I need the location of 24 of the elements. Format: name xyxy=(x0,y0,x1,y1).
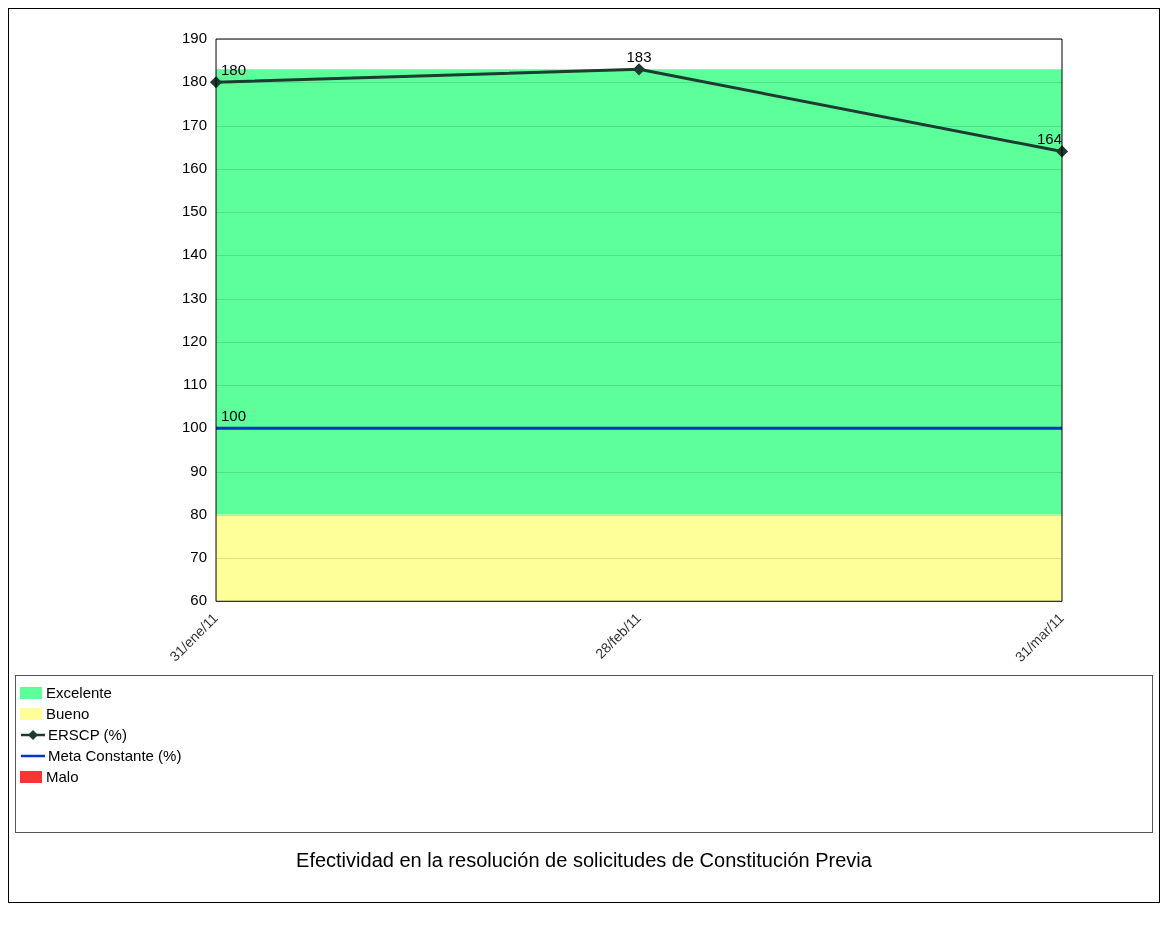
y-tick-label: 60 xyxy=(190,591,208,609)
legend-label: Bueno xyxy=(46,705,90,722)
y-tick-label: 180 xyxy=(182,72,208,90)
legend-label: ERSCP (%) xyxy=(48,726,127,743)
y-tick-label: 160 xyxy=(182,158,208,176)
y-tick-label: 110 xyxy=(183,375,208,393)
y-tick-label: 70 xyxy=(190,548,208,566)
text: Efectividad en la resolución de solicitudes de Constitución Previa xyxy=(295,848,873,873)
data-label: 183 xyxy=(626,47,652,65)
y-tick-label: 80 xyxy=(190,504,208,522)
legend-label: Excelente xyxy=(46,684,112,701)
y-tick-label: 90 xyxy=(190,461,208,479)
legend-label: Meta Constante (%) xyxy=(48,747,182,764)
data-label: 100 xyxy=(221,406,247,424)
point xyxy=(633,63,645,75)
y-tick-label: 140 xyxy=(182,245,208,263)
y-tick-label: 100 xyxy=(182,418,208,436)
y-tick-label: 130 xyxy=(182,288,208,306)
y-tick-label: 150 xyxy=(182,202,208,220)
y-tick-label: 170 xyxy=(182,115,208,133)
y-tick-label: 190 xyxy=(182,29,208,47)
data-label: 164 xyxy=(1036,130,1062,148)
legend-label: Malo xyxy=(46,768,79,785)
y-tick-label: 120 xyxy=(182,331,208,349)
